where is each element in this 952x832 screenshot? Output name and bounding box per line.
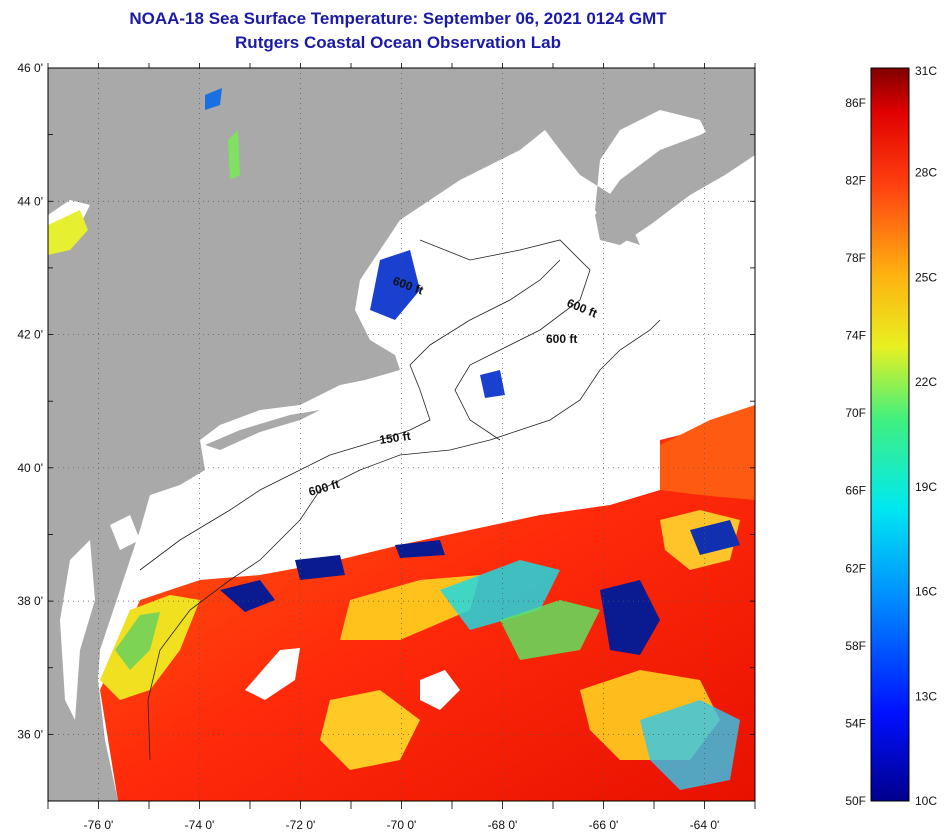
lake-ontario-yellow [48,210,88,255]
lat-tick-label: 46 0' [17,61,43,75]
cloud-hole-1 [245,648,300,700]
colorbar-fahrenheit-label: 74F [845,329,866,343]
cool-filament-4 [320,690,420,770]
land-north-america [48,68,755,801]
colorbar-celsius-label: 19C [915,480,937,494]
graticule [48,68,755,801]
lat-axis: 46 0' 44 0' 42 0' 40 0' 38 0' 36 0' [17,61,43,741]
contour-label-150: 150 ft [378,429,411,447]
cold-patch-5 [690,520,740,555]
lat-tick-label: 40 0' [17,461,43,475]
colorbar-ramp [870,67,910,802]
colorbar-celsius-label: 16C [915,585,937,599]
warm-sst-east [660,405,755,500]
lake-blip-1 [205,88,222,110]
cloud-hole-2 [420,670,460,710]
cool-filament-6 [640,700,740,790]
colorbar-celsius-label: 25C [915,270,937,284]
colorbar-celsius-label: 28C [915,166,937,180]
cold-patch-1 [220,580,275,612]
colorbar-fahrenheit-label: 58F [845,639,866,653]
contour-150ft [139,259,561,571]
lon-tick-label: -64 0' [690,818,720,832]
colorbar-fahrenheit-label: 82F [845,173,866,187]
map-title: NOAA-18 Sea Surface Temperature: Septemb… [129,9,667,28]
cold-patch-3 [600,580,660,655]
lat-tick-label: 38 0' [17,594,43,608]
contour-gom [419,239,591,441]
lon-tick-label: -68 0' [488,818,518,832]
lake-blip-3 [370,250,420,320]
colorbar-fahrenheit-label: 78F [845,251,866,265]
colorbar-fahrenheit-label: 50F [845,794,866,808]
lat-tick-label: 44 0' [17,194,43,208]
lon-tick-label: -70 0' [387,818,417,832]
lat-tick-label: 36 0' [17,727,43,741]
lon-axis: -76 0' -74 0' -72 0' -70 0' -68 0' -66 0' -64 … [84,818,720,832]
lon-tick-label: -76 0' [84,818,114,832]
lake-blip-2 [228,130,240,180]
map-subtitle: Rutgers Coastal Ocean Observation Lab [235,33,561,52]
contour-600ft [147,319,661,761]
lat-tick-label: 42 0' [17,328,43,342]
cool-filament-3 [500,600,600,660]
colorbar-fahrenheit-label: 62F [845,561,866,575]
lake-blip-4 [480,370,505,398]
colorbar-fahrenheit-label: 86F [845,96,866,110]
colorbar-fahrenheit-label: 70F [845,406,866,420]
colorbar-celsius-label: 13C [915,689,937,703]
land-long-island [205,410,320,450]
land-nova-scotia [595,110,755,245]
colorbar-labels: 31C 28C 25C 22C 19C 16C 13C 10C 86F 82F 78F 74F 70F 6… [845,64,937,808]
colorbar-celsius-label: 10C [915,794,937,808]
colorbar-celsius-label: 31C [915,64,937,78]
lon-tick-label: -66 0' [589,818,619,832]
contour-label-600-c: 600 ft [546,332,577,346]
coastal-mixed-green [115,612,160,670]
delaware-bay [110,515,140,550]
cold-patch-4 [395,540,445,558]
colorbar-celsius-label: 22C [915,375,937,389]
chesapeake-bay [60,540,95,720]
lon-tick-label: -74 0' [185,818,215,832]
colorbar-fahrenheit-label: 66F [845,484,866,498]
cold-patch-2 [295,555,345,580]
colorbar-fahrenheit-label: 54F [845,716,866,730]
lon-tick-label: -72 0' [286,818,316,832]
